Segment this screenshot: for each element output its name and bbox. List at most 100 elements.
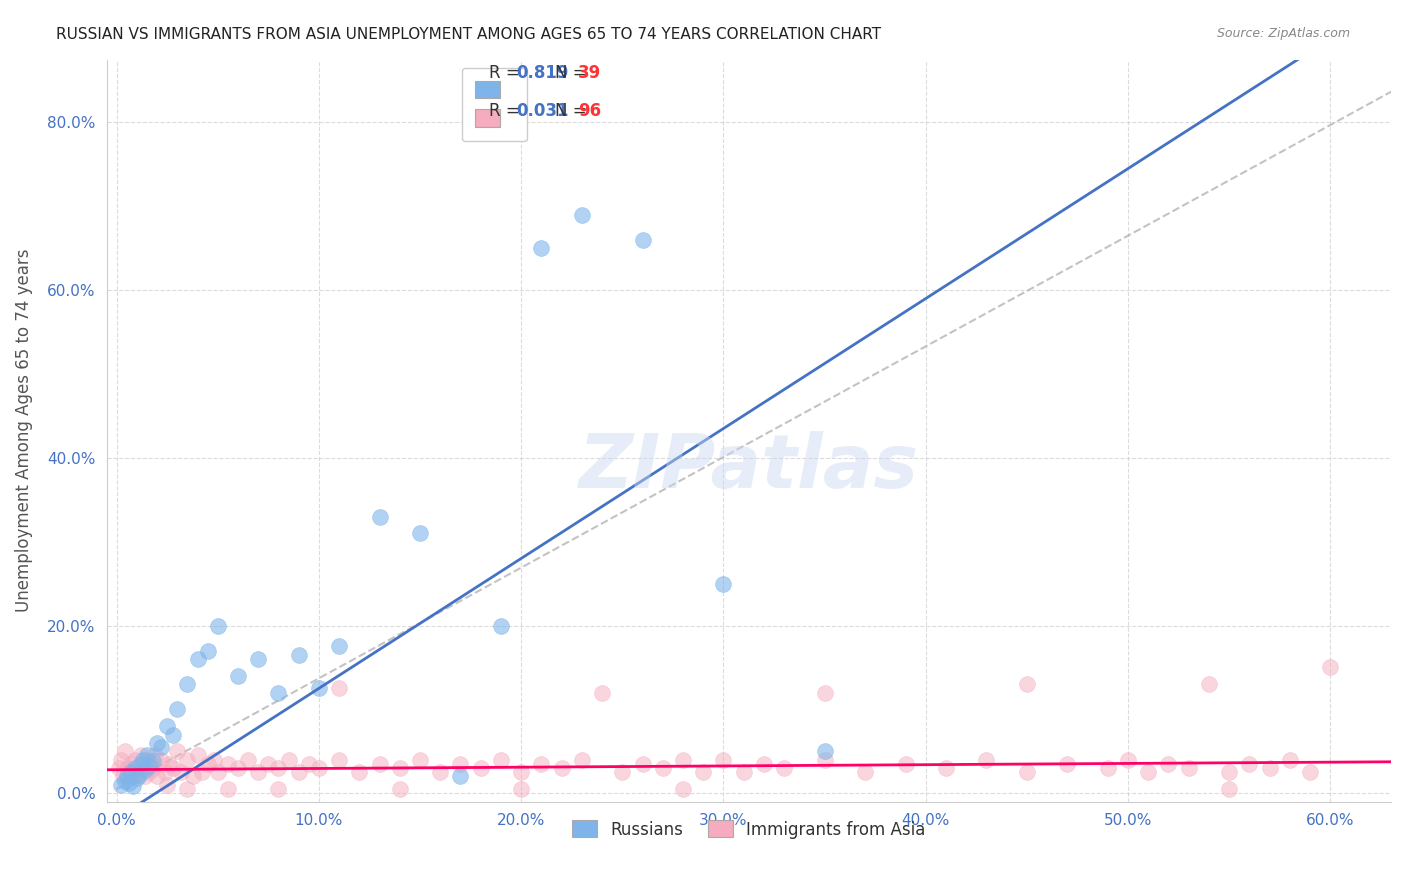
Point: [1097, 761, 1119, 775]
Point: [146, 736, 169, 750]
Text: ZIPatlas: ZIPatlas: [579, 431, 918, 504]
Point: [139, 756, 162, 771]
Point: [111, 769, 134, 783]
Text: RUSSIAN VS IMMIGRANTS FROM ASIA UNEMPLOYMENT AMONG AGES 65 TO 74 YEARS CORRELATI: RUSSIAN VS IMMIGRANTS FROM ASIA UNEMPLOY…: [56, 27, 882, 42]
Point: [107, 761, 129, 775]
Point: [150, 753, 173, 767]
Point: [1218, 765, 1240, 780]
Point: [118, 765, 141, 780]
Point: [136, 753, 159, 767]
Point: [125, 761, 148, 775]
Point: [115, 769, 138, 783]
Point: [935, 761, 957, 775]
Point: [287, 648, 309, 662]
Point: [114, 744, 136, 758]
Text: 39: 39: [578, 64, 602, 82]
Point: [1218, 782, 1240, 797]
Point: [129, 756, 152, 771]
Point: [156, 719, 179, 733]
Point: [110, 778, 132, 792]
Point: [591, 685, 613, 699]
Point: [166, 702, 188, 716]
Point: [197, 643, 219, 657]
Point: [813, 744, 835, 758]
Point: [328, 753, 350, 767]
Point: [713, 753, 735, 767]
Point: [247, 765, 270, 780]
Point: [176, 677, 198, 691]
Point: [120, 765, 142, 780]
Point: [733, 765, 755, 780]
Point: [388, 761, 411, 775]
Point: [217, 756, 239, 771]
Point: [217, 782, 239, 797]
Point: [1198, 677, 1220, 691]
Text: 96: 96: [578, 102, 600, 120]
Point: [136, 748, 159, 763]
Point: [134, 769, 156, 783]
Point: [129, 748, 152, 763]
Point: [571, 753, 593, 767]
Point: [176, 782, 198, 797]
Point: [388, 782, 411, 797]
Point: [349, 765, 371, 780]
Point: [450, 756, 472, 771]
Point: [631, 756, 654, 771]
Point: [121, 780, 143, 794]
Point: [429, 765, 451, 780]
Y-axis label: Unemployment Among Ages 65 to 74 years: Unemployment Among Ages 65 to 74 years: [15, 249, 32, 612]
Point: [186, 652, 208, 666]
Point: [489, 618, 512, 632]
Point: [612, 765, 634, 780]
Point: [571, 208, 593, 222]
Point: [190, 765, 212, 780]
Point: [138, 765, 160, 780]
Point: [853, 765, 876, 780]
Point: [1137, 765, 1160, 780]
Point: [267, 685, 290, 699]
Point: [1258, 761, 1281, 775]
Point: [236, 753, 259, 767]
Point: [166, 744, 188, 758]
Text: 0.819: 0.819: [516, 64, 568, 82]
Point: [894, 756, 917, 771]
Point: [267, 761, 290, 775]
Text: N =: N =: [555, 102, 592, 120]
Point: [134, 763, 156, 777]
Point: [118, 776, 141, 790]
Point: [162, 761, 184, 775]
Point: [132, 753, 155, 767]
Point: [1015, 765, 1038, 780]
Text: 0.031: 0.031: [516, 102, 568, 120]
Point: [142, 755, 165, 769]
Point: [146, 769, 169, 783]
Point: [813, 685, 835, 699]
Point: [156, 778, 179, 792]
Point: [409, 526, 432, 541]
Point: [150, 740, 173, 755]
Point: [298, 756, 321, 771]
Point: [489, 753, 512, 767]
Point: [409, 753, 432, 767]
Point: [125, 771, 148, 785]
Point: [976, 753, 998, 767]
Point: [142, 761, 165, 775]
Point: [128, 765, 150, 780]
Point: [226, 669, 249, 683]
Point: [672, 753, 695, 767]
Point: [162, 727, 184, 741]
Point: [1015, 677, 1038, 691]
Point: [692, 765, 714, 780]
Point: [277, 753, 299, 767]
Point: [124, 761, 146, 775]
Point: [530, 756, 553, 771]
Point: [287, 765, 309, 780]
Text: N =: N =: [555, 64, 592, 82]
Point: [138, 759, 160, 773]
Point: [530, 241, 553, 255]
Point: [1177, 761, 1199, 775]
Point: [226, 761, 249, 775]
Point: [202, 753, 225, 767]
Point: [207, 765, 229, 780]
Point: [550, 761, 572, 775]
